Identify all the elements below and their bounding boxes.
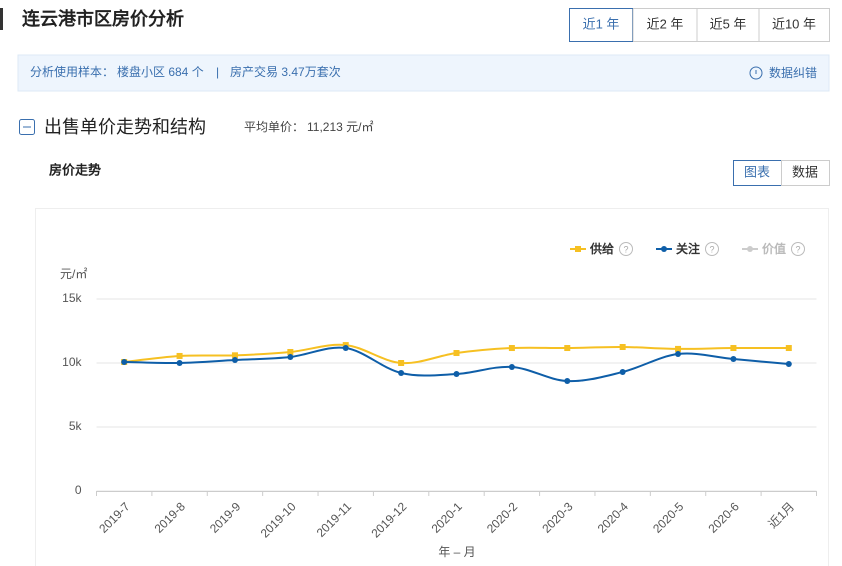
chart-panel xyxy=(35,208,829,566)
point xyxy=(675,345,682,352)
info-sep: | xyxy=(216,65,219,79)
tab[interactable]: 近1 年 xyxy=(583,16,620,31)
x-axis-title: 年 – 月 xyxy=(438,545,475,559)
legend-marker xyxy=(661,246,667,252)
point xyxy=(121,358,128,365)
point xyxy=(675,351,682,358)
report-link[interactable]: 数据纠错 xyxy=(769,65,817,80)
section-title: 出售单价走势和结构 xyxy=(44,117,206,137)
chart-title: 房价走势 xyxy=(49,162,101,177)
help-icon xyxy=(791,242,805,256)
tab[interactable]: 近10 年 xyxy=(772,16,816,31)
point xyxy=(508,363,515,370)
report-icon[interactable] xyxy=(749,66,763,80)
avg-label: 平均单价： xyxy=(244,120,304,134)
collapse-icon[interactable] xyxy=(19,119,35,135)
help-icon xyxy=(619,242,633,256)
tab[interactable]: 近5 年 xyxy=(710,16,747,31)
tab-active[interactable] xyxy=(569,8,633,42)
point xyxy=(231,352,238,359)
point xyxy=(508,345,515,352)
point xyxy=(398,369,405,376)
point xyxy=(785,345,792,352)
help-icon: ? xyxy=(795,244,800,254)
toggle-active[interactable] xyxy=(733,160,782,186)
info-bar xyxy=(17,54,830,92)
point xyxy=(287,348,294,355)
help-icon: ? xyxy=(623,244,628,254)
point xyxy=(564,345,571,352)
tabs: 近1 年 近2 年 近5 年 近10 年 xyxy=(569,8,830,42)
toggle-label[interactable]: 数据 xyxy=(792,164,818,179)
point xyxy=(730,345,737,352)
legend-label: 关注 xyxy=(676,241,700,256)
toggle[interactable] xyxy=(781,160,830,186)
info-trade: 房产交易 3.47万套次 xyxy=(230,64,341,79)
point xyxy=(176,352,183,359)
point xyxy=(342,345,349,352)
title-bar xyxy=(0,8,3,30)
info-sample: 楼盘小区 684 个 xyxy=(117,64,204,79)
help-icon xyxy=(705,242,719,256)
y-axis-unit: 元/㎡ xyxy=(60,267,87,281)
help-icon: ? xyxy=(709,244,714,254)
point xyxy=(785,361,792,368)
tab[interactable]: 近2 年 xyxy=(647,16,684,31)
toggle-label[interactable]: 图表 xyxy=(744,164,770,179)
point xyxy=(564,378,571,385)
point xyxy=(619,344,626,350)
point xyxy=(619,368,626,375)
point xyxy=(231,357,238,364)
point xyxy=(398,360,405,366)
y-tick-label: 5k xyxy=(69,419,83,433)
point xyxy=(730,356,737,363)
legend-label: 价值 xyxy=(762,241,786,256)
point xyxy=(453,371,460,378)
point xyxy=(453,350,460,357)
avg-value: 11,213 元/㎡ xyxy=(307,120,373,134)
info-label: 分析使用样本： xyxy=(30,64,114,79)
page-title: 连云港市区房价分析 xyxy=(22,8,184,29)
legend-label: 供给 xyxy=(589,241,614,256)
legend-marker xyxy=(575,246,581,252)
y-tick-label: 0 xyxy=(75,483,82,497)
y-tick-label: 10k xyxy=(62,355,82,369)
point xyxy=(176,360,183,366)
point xyxy=(287,353,294,360)
legend-marker xyxy=(747,246,753,252)
y-tick-label: 15k xyxy=(62,291,82,305)
